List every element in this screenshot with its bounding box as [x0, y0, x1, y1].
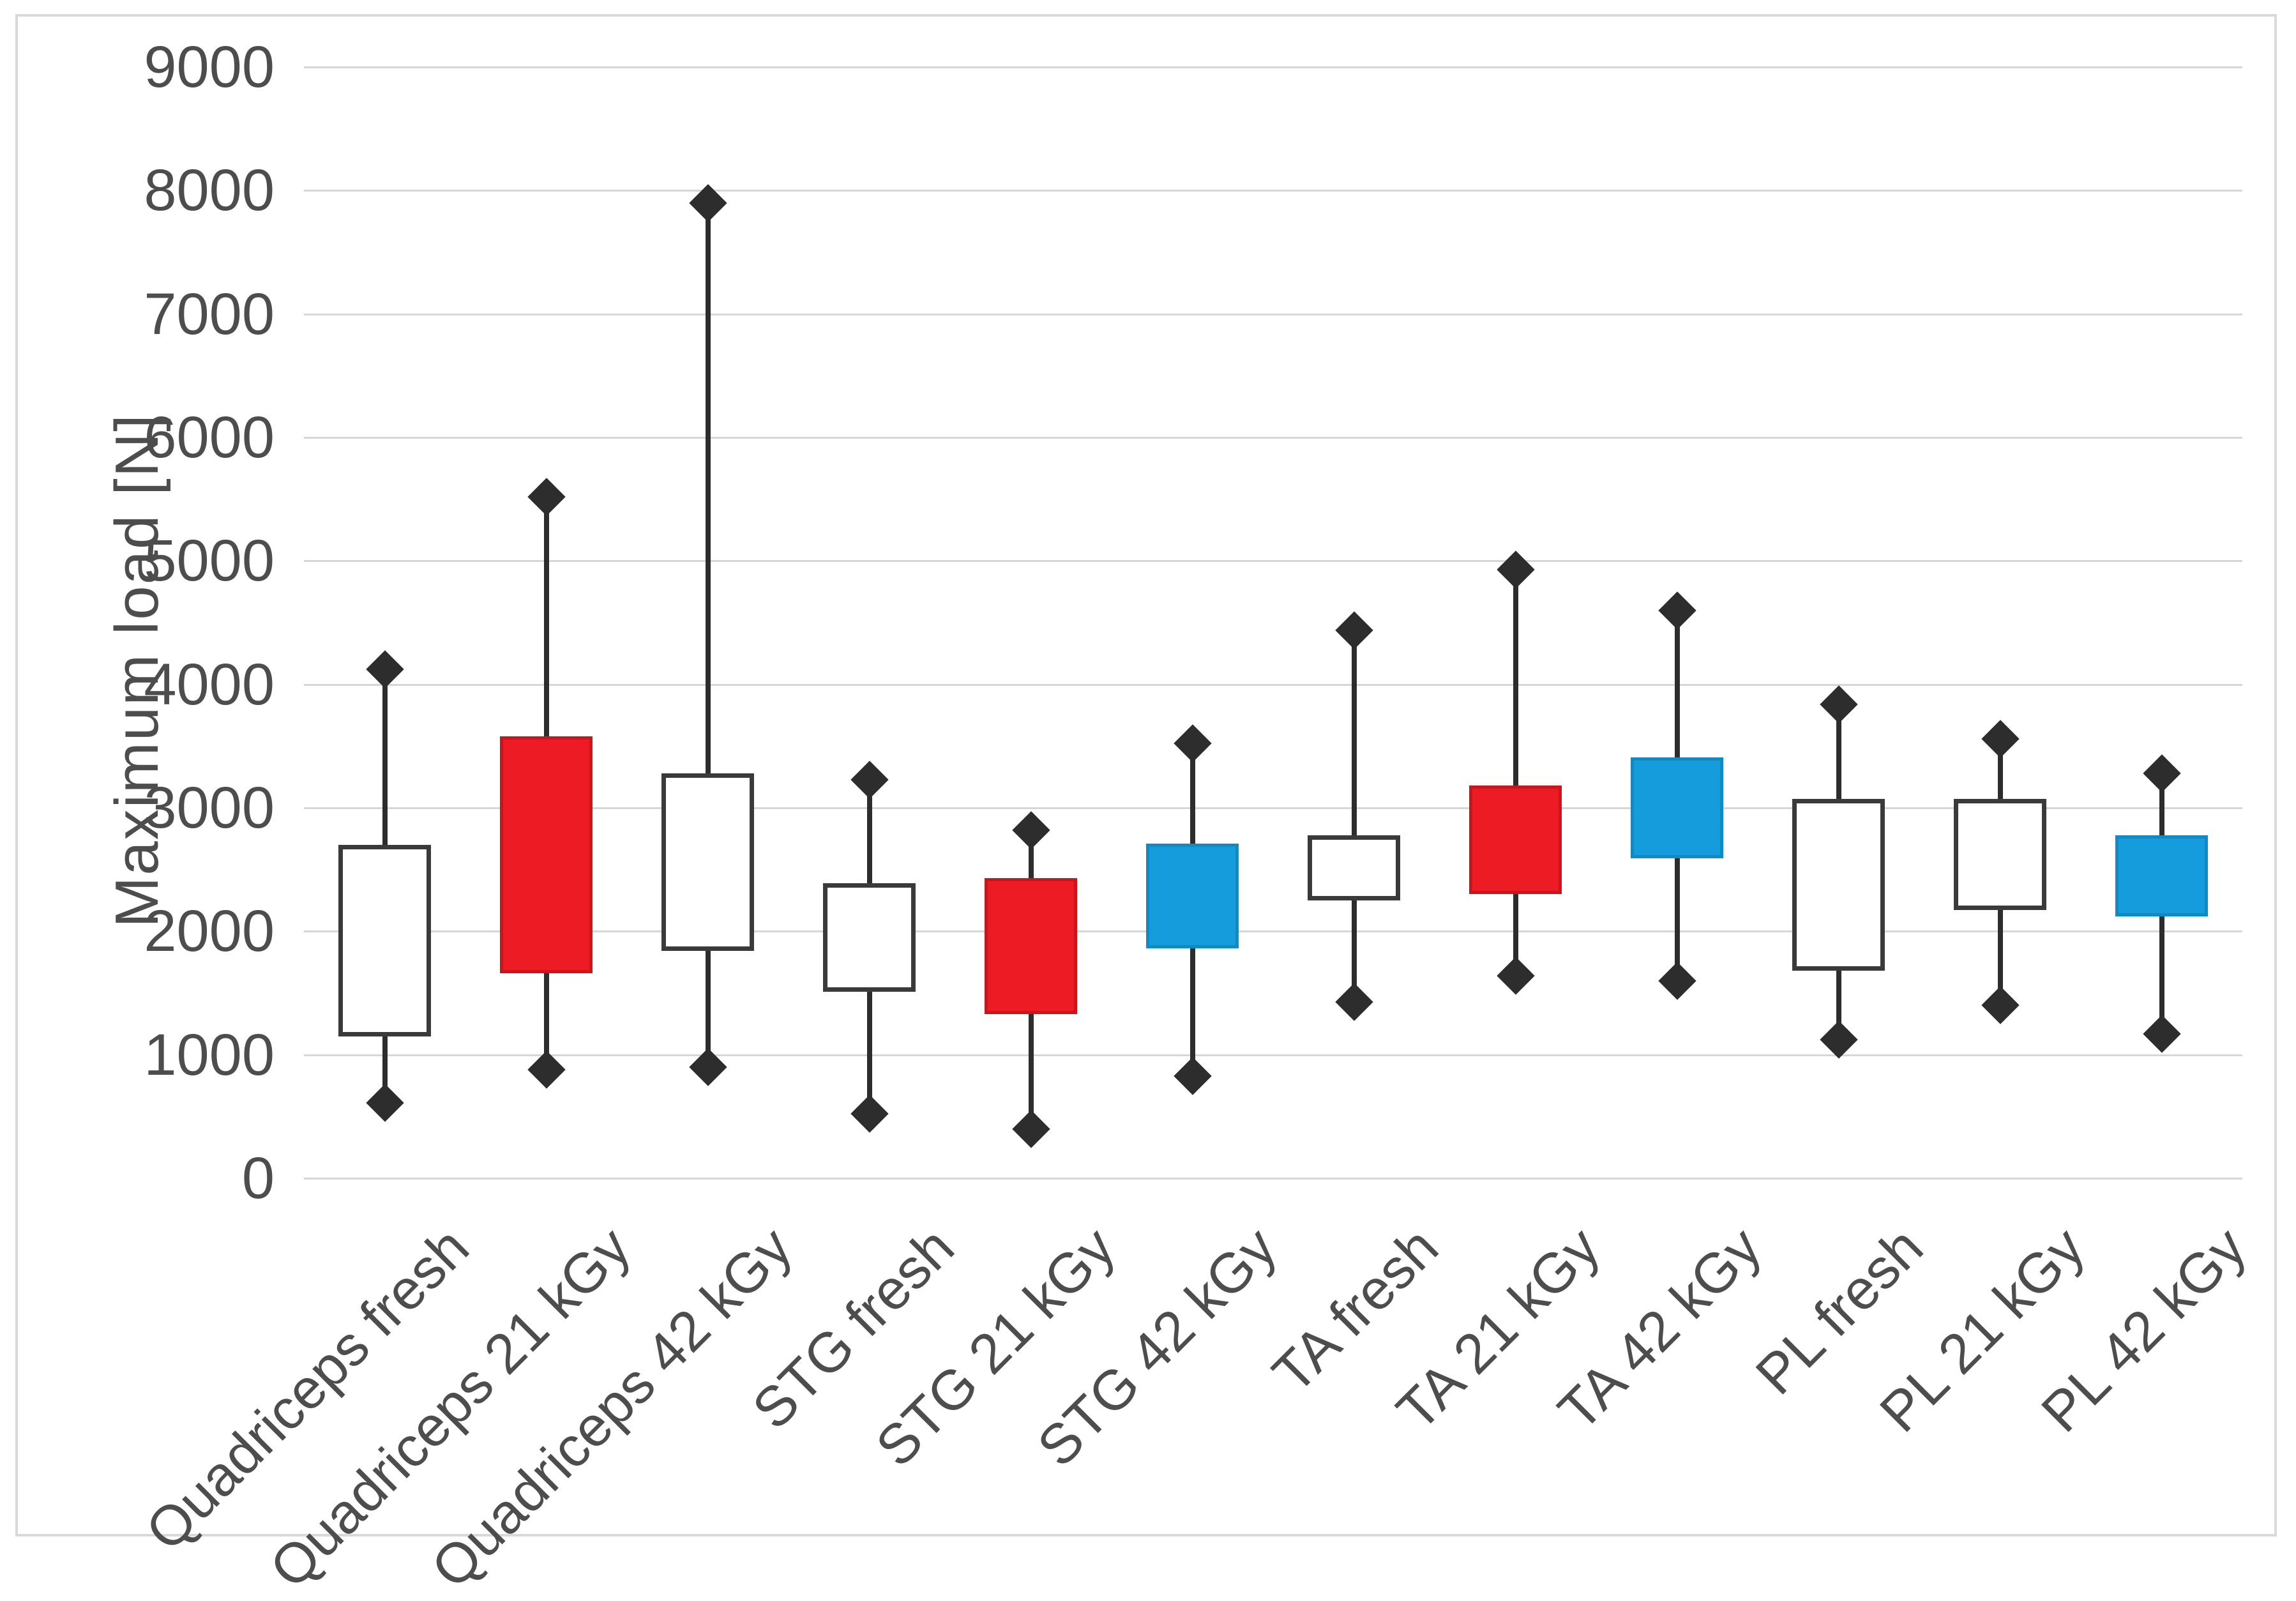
max-marker-diamond-TA fresh	[1334, 611, 1373, 649]
y-tick-label-8000: 8000	[144, 158, 275, 224]
box-STG fresh	[823, 883, 916, 992]
y-tick-label-1000: 1000	[144, 1022, 275, 1088]
min-marker-diamond-PL 21 kGy	[1981, 986, 2020, 1025]
box-Quadriceps 42 kGy	[661, 773, 754, 952]
gridline-0	[304, 1178, 2242, 1180]
gridline-5000	[304, 560, 2242, 563]
min-marker-diamond-PL fresh	[1819, 1021, 1858, 1059]
y-tick-label-4000: 4000	[144, 651, 275, 717]
y-tick-label-7000: 7000	[144, 281, 275, 347]
box-STG 42 kGy	[1146, 844, 1239, 949]
max-marker-diamond-STG 42 kGy	[1173, 724, 1212, 763]
y-tick-label-6000: 6000	[144, 405, 275, 470]
box-TA 42 kGy	[1631, 757, 1723, 859]
min-marker-diamond-STG 21 kGy	[1011, 1109, 1050, 1148]
box-Quadriceps 21 kGy	[500, 736, 593, 974]
gridline-1000	[304, 1054, 2242, 1056]
y-tick-label-0: 0	[241, 1146, 275, 1211]
box-STG 21 kGy	[985, 878, 1077, 1014]
min-marker-diamond-TA fresh	[1334, 982, 1373, 1021]
max-marker-diamond-STG 21 kGy	[1011, 811, 1050, 849]
min-marker-diamond-TA 21 kGy	[1496, 957, 1535, 995]
gridline-7000	[304, 313, 2242, 315]
box-TA 21 kGy	[1469, 785, 1562, 895]
max-marker-diamond-PL 21 kGy	[1981, 720, 2020, 758]
gridline-3000	[304, 807, 2242, 809]
y-tick-label-2000: 2000	[144, 899, 275, 964]
min-marker-diamond-TA 42 kGy	[1658, 961, 1696, 1000]
plot-area	[304, 66, 2242, 1180]
whisker-TA fresh	[1351, 630, 1357, 1002]
min-marker-diamond-STG 42 kGy	[1173, 1056, 1212, 1095]
gridline-6000	[304, 437, 2242, 439]
max-marker-diamond-PL fresh	[1819, 685, 1858, 724]
box-PL 42 kGy	[2115, 835, 2208, 917]
y-tick-label-9000: 9000	[144, 34, 275, 100]
gridline-8000	[304, 190, 2242, 192]
chart-outer-border	[15, 14, 2277, 1537]
max-marker-diamond-PL 42 kGy	[2142, 754, 2181, 793]
min-marker-diamond-Quadriceps fresh	[365, 1084, 404, 1122]
whisker-TA 21 kGy	[1513, 569, 1518, 976]
box-PL 21 kGy	[1954, 799, 2046, 911]
max-marker-diamond-Quadriceps fresh	[365, 650, 404, 689]
min-marker-diamond-PL 42 kGy	[2142, 1015, 2181, 1053]
max-marker-diamond-STG fresh	[850, 760, 889, 799]
gridline-4000	[304, 683, 2242, 686]
gridline-9000	[304, 66, 2242, 68]
min-marker-diamond-Quadriceps 21 kGy	[527, 1051, 566, 1089]
y-tick-label-3000: 3000	[144, 775, 275, 840]
gridline-2000	[304, 930, 2242, 933]
y-tick-label-5000: 5000	[144, 528, 275, 594]
box-PL fresh	[1792, 799, 1885, 971]
whisker-Quadriceps 42 kGy	[705, 202, 711, 1067]
max-marker-diamond-TA 21 kGy	[1496, 550, 1535, 589]
box-Quadriceps fresh	[338, 845, 431, 1036]
min-marker-diamond-STG fresh	[850, 1095, 889, 1134]
max-marker-diamond-TA 42 kGy	[1658, 591, 1696, 630]
max-marker-diamond-Quadriceps 21 kGy	[527, 478, 566, 516]
box-TA fresh	[1308, 835, 1400, 900]
